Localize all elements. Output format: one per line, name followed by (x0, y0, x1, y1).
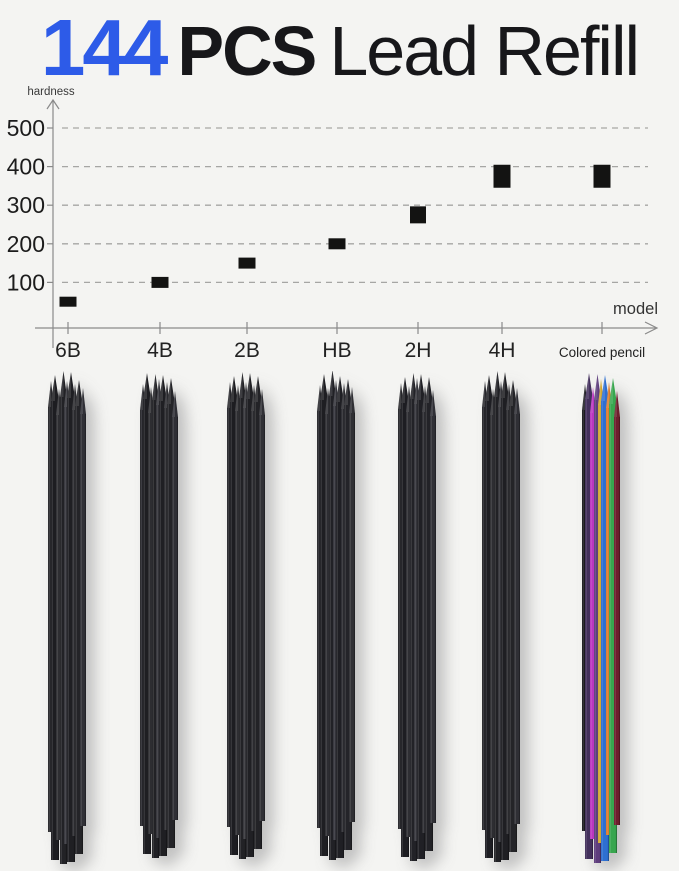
lead-bundle-4h (482, 371, 520, 862)
y-tick-label: 400 (7, 154, 45, 180)
gridlines: 100 200 300 400 500 (7, 115, 648, 295)
lead (349, 387, 355, 822)
hardness-chart-canvas: 100 200 300 400 500 hardness model 6B 4B 2B HB 2H 4H… (7, 86, 659, 362)
x-axis-label: model (613, 300, 658, 318)
lead (80, 388, 86, 826)
page-title: 144 PCS Lead Refill (0, 8, 679, 88)
title-count: 144 (40, 3, 168, 92)
x-axis: model (35, 300, 659, 335)
data-point-HB (328, 238, 346, 250)
y-tick-label: 300 (7, 192, 45, 218)
lead-bundle-2b (227, 372, 265, 859)
x-category-label: 2B (234, 339, 260, 362)
y-axis: hardness (27, 86, 75, 348)
data-point-2B (238, 257, 256, 269)
x-category-label: 4H (489, 339, 516, 362)
hardness-chart: 100 200 300 400 500 hardness model 6B 4B 2B HB 2H 4H… (0, 85, 679, 377)
data-point-4B (151, 276, 169, 288)
x-category-label: 2H (405, 339, 432, 362)
data-point-Colored pencil (593, 164, 611, 188)
lead-bundle-hb (317, 371, 355, 860)
data-point-6B (59, 296, 77, 307)
x-category-label: 6B (55, 339, 81, 362)
lead (614, 391, 620, 825)
lead-bundle-4b (140, 373, 178, 858)
lead-bundle-6b (48, 371, 86, 864)
y-tick-label: 200 (7, 231, 45, 257)
lead-bundle-2h (398, 373, 436, 861)
lead (514, 388, 520, 824)
lead (430, 390, 436, 823)
lead-bundle-colored-pencil (582, 373, 620, 863)
x-category-label: 4B (147, 339, 173, 362)
data-point-2H (410, 206, 426, 224)
lead (259, 389, 265, 821)
y-tick-label: 500 (7, 115, 45, 141)
lead (172, 391, 178, 820)
y-tick-label: 100 (7, 269, 45, 295)
x-category-label: Colored pencil (559, 345, 645, 360)
x-category-label: HB (322, 339, 351, 362)
title-product: Lead Refill (329, 12, 640, 90)
y-axis-label: hardness (27, 86, 75, 98)
data-point-4H (493, 164, 511, 188)
title-unit: PCS (177, 12, 317, 90)
